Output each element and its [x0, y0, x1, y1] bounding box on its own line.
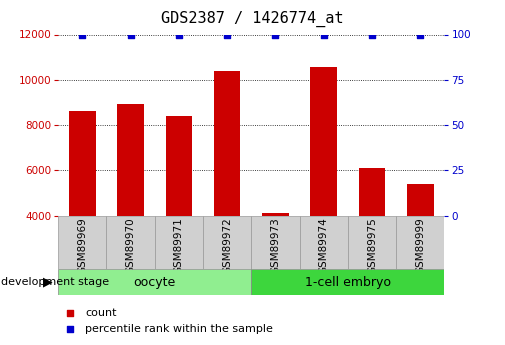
Point [416, 32, 424, 38]
Bar [396, 216, 444, 269]
Bar [69, 111, 95, 306]
Point [78, 32, 86, 38]
Point [368, 32, 376, 38]
Text: GSM89974: GSM89974 [319, 217, 329, 274]
Bar [407, 184, 433, 306]
Text: GSM89999: GSM89999 [415, 217, 425, 274]
Text: GSM89973: GSM89973 [270, 217, 280, 274]
Bar [311, 67, 337, 306]
Text: GSM89970: GSM89970 [126, 217, 135, 274]
Point [126, 32, 134, 38]
Text: percentile rank within the sample: percentile rank within the sample [85, 325, 273, 334]
Point [271, 32, 279, 38]
Bar [214, 71, 240, 306]
Text: 1-cell embryo: 1-cell embryo [305, 276, 391, 288]
Bar [107, 216, 155, 269]
Bar [299, 216, 348, 269]
Bar [348, 216, 396, 269]
Text: GSM89972: GSM89972 [222, 217, 232, 274]
Point [223, 32, 231, 38]
Bar [251, 216, 299, 269]
Bar [117, 104, 144, 306]
Text: development stage: development stage [1, 277, 109, 287]
Bar [203, 216, 251, 269]
Text: count: count [85, 308, 117, 318]
Text: GDS2387 / 1426774_at: GDS2387 / 1426774_at [161, 10, 344, 27]
Text: GSM89975: GSM89975 [367, 217, 377, 274]
Point [175, 32, 183, 38]
Bar [251, 269, 444, 295]
Bar [262, 213, 289, 306]
Bar [58, 269, 251, 295]
Bar [359, 168, 385, 306]
Bar [166, 116, 192, 306]
Text: GSM89971: GSM89971 [174, 217, 184, 274]
Text: oocyte: oocyte [133, 276, 176, 288]
Point [66, 327, 74, 332]
Bar [155, 216, 203, 269]
Point [66, 310, 74, 316]
Text: ▶: ▶ [43, 276, 53, 288]
Text: GSM89969: GSM89969 [77, 217, 87, 274]
Point [320, 32, 328, 38]
Bar [58, 216, 107, 269]
